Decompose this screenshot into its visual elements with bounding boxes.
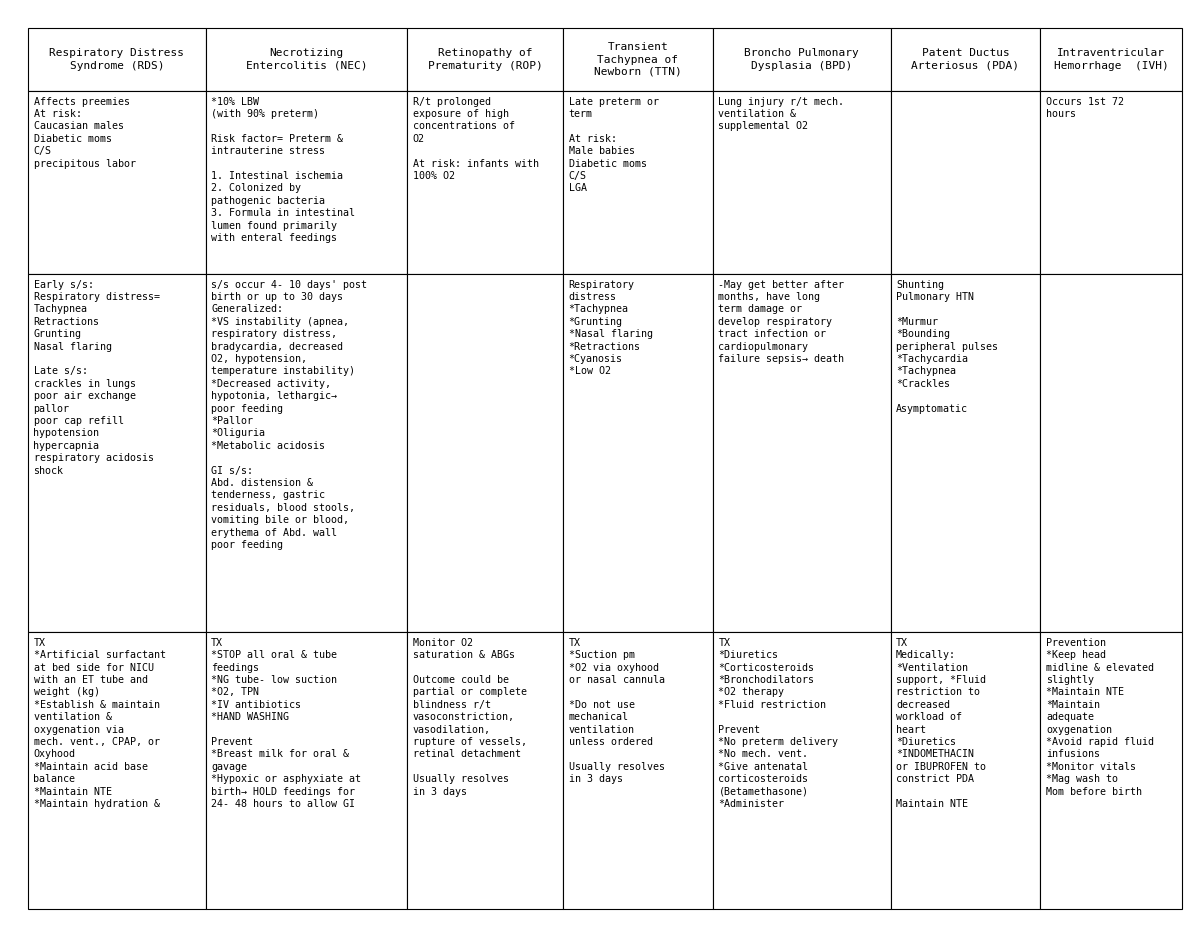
Bar <box>205 28 407 91</box>
Text: Respiratory
distress
*Tachypnea
*Grunting
*Nasal flaring
*Retractions
*Cyanosis
: Respiratory distress *Tachypnea *Gruntin… <box>569 280 653 376</box>
Text: Respiratory Distress
Syndrome (RDS): Respiratory Distress Syndrome (RDS) <box>49 48 185 70</box>
Bar <box>1040 632 1182 909</box>
Bar <box>713 274 890 632</box>
Bar <box>890 632 1040 909</box>
Bar <box>563 91 713 274</box>
Text: TX
*Suction pm
*O2 via oxyhood
or nasal cannula

*Do not use
mechanical
ventilat: TX *Suction pm *O2 via oxyhood or nasal … <box>569 638 665 784</box>
Text: Monitor O2
saturation & ABGs

Outcome could be
partial or complete
blindness r/t: Monitor O2 saturation & ABGs Outcome cou… <box>413 638 527 796</box>
Bar <box>1040 28 1182 91</box>
Text: Retinopathy of
Prematurity (ROP): Retinopathy of Prematurity (ROP) <box>427 48 542 70</box>
Text: Intraventricular
Hemorrhage  (IVH): Intraventricular Hemorrhage (IVH) <box>1054 48 1169 70</box>
Bar <box>713 91 890 274</box>
Bar <box>407 91 563 274</box>
Bar <box>713 632 890 909</box>
Bar <box>205 91 407 274</box>
Text: -May get better after
months, have long
term damage or
develop respiratory
tract: -May get better after months, have long … <box>719 280 845 364</box>
Bar <box>28 274 205 632</box>
Text: Prevention
*Keep head
midline & elevated
slightly
*Maintain NTE
*Maintain
adequa: Prevention *Keep head midline & elevated… <box>1046 638 1154 796</box>
Bar <box>563 632 713 909</box>
Text: TX
*Diuretics
*Corticosteroids
*Bronchodilators
*O2 therapy
*Fluid restriction

: TX *Diuretics *Corticosteroids *Bronchod… <box>719 638 839 809</box>
Text: Early s/s:
Respiratory distress=
Tachypnea
Retractions
Grunting
Nasal flaring

L: Early s/s: Respiratory distress= Tachypn… <box>34 280 160 476</box>
Text: Patent Ductus
Arteriosus (PDA): Patent Ductus Arteriosus (PDA) <box>912 48 1020 70</box>
Bar <box>407 28 563 91</box>
Text: Broncho Pulmonary
Dysplasia (BPD): Broncho Pulmonary Dysplasia (BPD) <box>744 48 859 70</box>
Bar <box>407 274 563 632</box>
Bar <box>28 632 205 909</box>
Text: Transient
Tachypnea of
Newborn (TTN): Transient Tachypnea of Newborn (TTN) <box>594 42 682 77</box>
Bar <box>28 91 205 274</box>
Text: R/t prolonged
exposure of high
concentrations of
O2

At risk: infants with
100% : R/t prolonged exposure of high concentra… <box>413 96 539 181</box>
Bar <box>563 28 713 91</box>
Bar <box>1040 91 1182 274</box>
Text: TX
Medically:
*Ventilation
support, *Fluid
restriction to
decreased
workload of
: TX Medically: *Ventilation support, *Flu… <box>896 638 986 809</box>
Bar <box>28 28 205 91</box>
Bar <box>407 632 563 909</box>
Text: Affects preemies
At risk:
Caucasian males
Diabetic moms
C/S
precipitous labor: Affects preemies At risk: Caucasian male… <box>34 96 136 169</box>
Bar <box>205 274 407 632</box>
Bar <box>890 91 1040 274</box>
Text: Shunting
Pulmonary HTN

*Murmur
*Bounding
peripheral pulses
*Tachycardia
*Tachyp: Shunting Pulmonary HTN *Murmur *Bounding… <box>896 280 998 413</box>
Text: TX
*STOP all oral & tube
feedings
*NG tube- low suction
*O2, TPN
*IV antibiotics: TX *STOP all oral & tube feedings *NG tu… <box>211 638 361 809</box>
Text: Occurs 1st 72
hours: Occurs 1st 72 hours <box>1046 96 1124 119</box>
Bar <box>713 28 890 91</box>
Bar <box>890 274 1040 632</box>
Text: s/s occur 4- 10 days' post
birth or up to 30 days
Generalized:
*VS instability (: s/s occur 4- 10 days' post birth or up t… <box>211 280 367 550</box>
Text: Lung injury r/t mech.
ventilation &
supplemental O2: Lung injury r/t mech. ventilation & supp… <box>719 96 845 132</box>
Text: TX
*Artificial surfactant
at bed side for NICU
with an ET tube and
weight (kg)
*: TX *Artificial surfactant at bed side fo… <box>34 638 166 809</box>
Bar <box>563 274 713 632</box>
Text: Necrotizing
Entercolitis (NEC): Necrotizing Entercolitis (NEC) <box>246 48 367 70</box>
Bar <box>1040 274 1182 632</box>
Text: Late preterm or
term

At risk:
Male babies
Diabetic moms
C/S
LGA: Late preterm or term At risk: Male babie… <box>569 96 659 194</box>
Text: *10% LBW
(with 90% preterm)

Risk factor= Preterm &
intrauterine stress

1. Inte: *10% LBW (with 90% preterm) Risk factor=… <box>211 96 355 243</box>
Bar <box>890 28 1040 91</box>
Bar <box>205 632 407 909</box>
